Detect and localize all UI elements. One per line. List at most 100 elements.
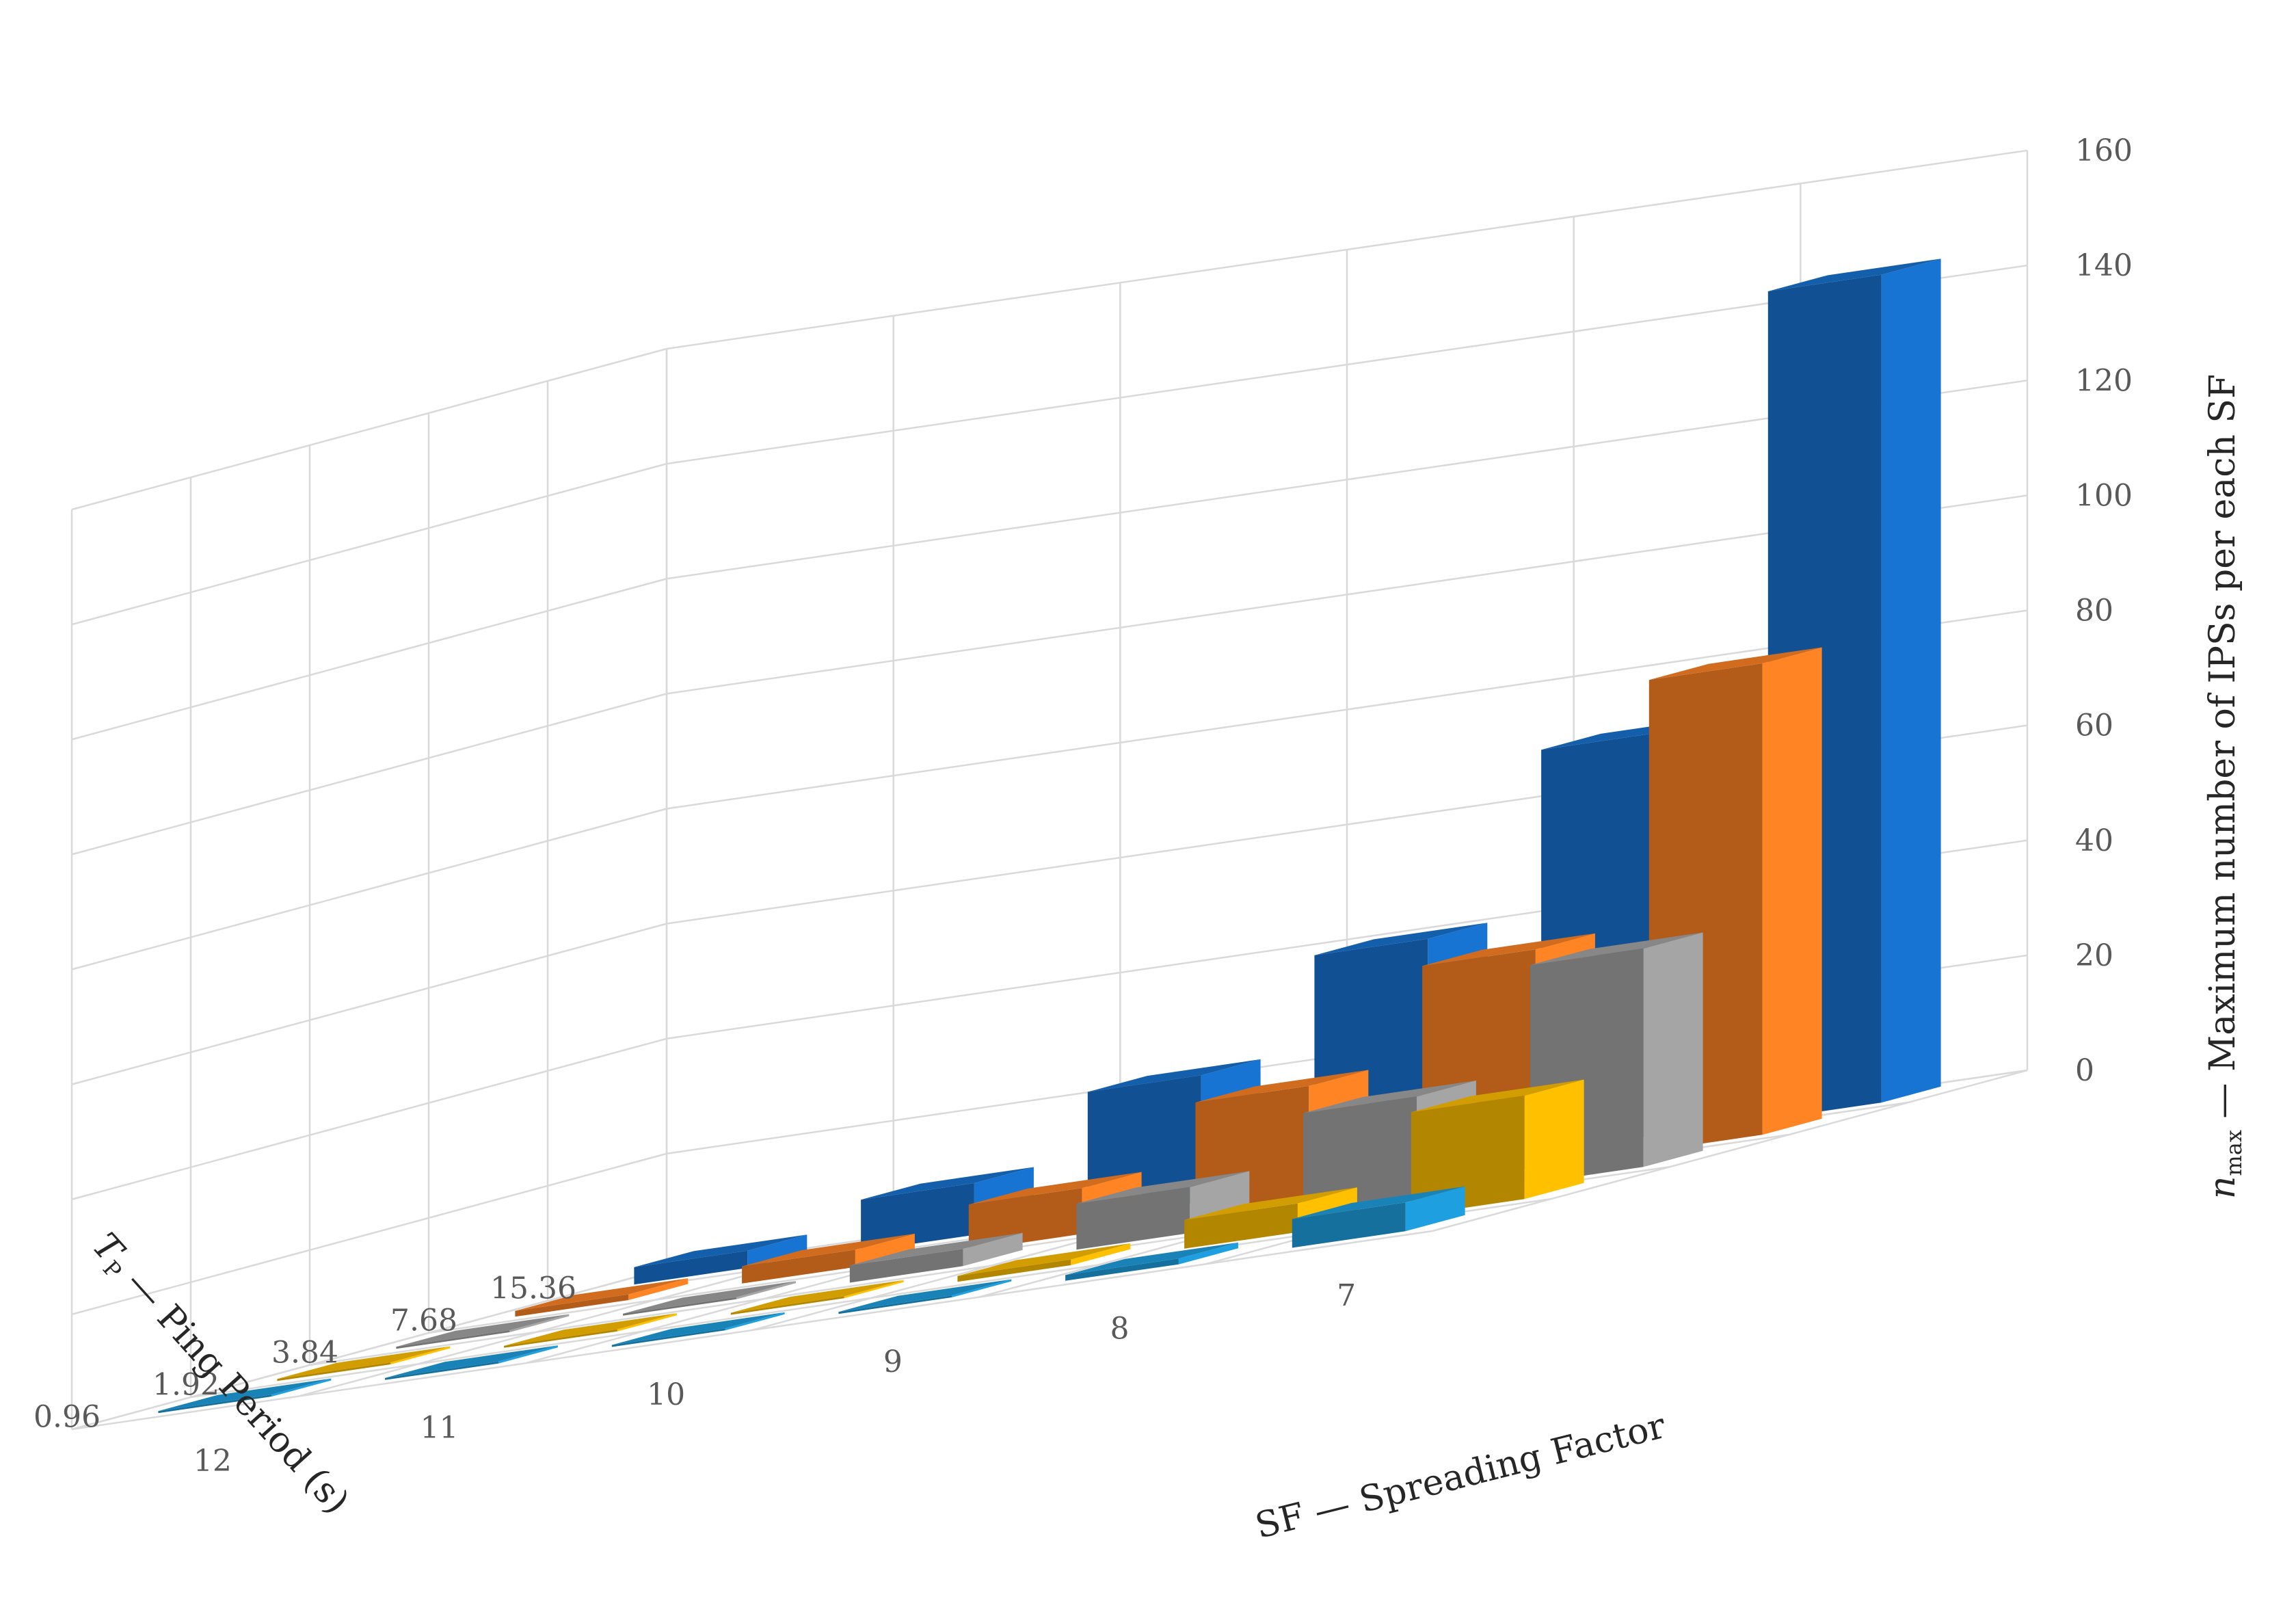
bar-front-face (968, 1188, 1082, 1251)
bar-front-face (158, 1394, 272, 1414)
bar-side-face (747, 1234, 807, 1268)
bar-top-face (396, 1314, 570, 1347)
bar-sf10-tp3.84 (849, 1232, 1023, 1283)
bar-top-face (623, 1281, 796, 1314)
bar-top-face (1422, 933, 1595, 966)
floor-gridline-sf (71, 1267, 667, 1431)
depth-axis-label-rest: — Ping Period (s) (110, 1254, 357, 1522)
bar-top-face (611, 1312, 785, 1345)
bar-sf11-tp7.68 (742, 1233, 915, 1284)
bar-side-face (736, 1281, 796, 1299)
bar-front-face (730, 1296, 844, 1315)
bar-top-face (849, 1232, 1023, 1266)
bar-side-face (271, 1378, 332, 1397)
bar-sf9-tp1.92 (957, 1243, 1131, 1282)
bar-sf12-tp1.92 (277, 1346, 451, 1381)
side-wall-gridline (71, 923, 667, 1085)
bar-sf9-tp0.96 (838, 1279, 1012, 1314)
side-wall-gridline (71, 347, 667, 511)
depth-tick-label: 1.92 (152, 1368, 219, 1403)
bar-front-face (623, 1297, 736, 1316)
bar-front-face (838, 1295, 952, 1314)
bar-side-face (1071, 1243, 1131, 1265)
bar-side-face (509, 1314, 570, 1332)
bar-side-face (963, 1232, 1023, 1267)
bar-top-face (1292, 1186, 1465, 1219)
bar-side-face (1524, 1079, 1584, 1200)
x-tick-label: 7 (1337, 1278, 1356, 1313)
bar-front-face (861, 1183, 974, 1252)
bar-top-face (968, 1172, 1142, 1205)
bar-top-face (742, 1233, 915, 1267)
bar-side-face (1178, 1242, 1238, 1265)
z-tick-label: 0 (2075, 1053, 2094, 1088)
bar-side-face (1762, 647, 1822, 1135)
bar-top-face (730, 1280, 904, 1313)
bar-top-face (1065, 1242, 1238, 1275)
bar-front-face (849, 1249, 963, 1283)
depth-tick-label: 15.36 (490, 1271, 576, 1306)
bar-top-face (957, 1243, 1131, 1276)
z-axis-subscript: max (2221, 1130, 2247, 1176)
bar-sf7-tp0.96 (1292, 1186, 1465, 1248)
bar-sf11-tp15.36 (861, 1167, 1034, 1252)
x-tick-label: 9 (883, 1345, 903, 1379)
z-tick-label: 120 (2075, 363, 2133, 398)
bar-side-face (1881, 259, 1941, 1103)
side-wall-gridline (71, 1152, 667, 1316)
bar-top-face (1314, 923, 1488, 955)
bar-side-face (1405, 1186, 1465, 1232)
bar-front-face (515, 1294, 629, 1317)
bar-top-face (277, 1346, 451, 1379)
bar-front-face (385, 1361, 498, 1380)
bar-sf8-tp0.96 (1065, 1242, 1238, 1281)
bar-top-face (1767, 259, 1941, 291)
bar-side-face (844, 1280, 904, 1299)
side-wall-gridline (71, 693, 667, 856)
bar-side-face (617, 1313, 677, 1332)
bar-side-face (855, 1233, 915, 1267)
bar-front-face (1184, 1203, 1298, 1249)
bar-sf11-tp0.96 (385, 1345, 558, 1380)
bar-top-face (1303, 1080, 1476, 1113)
bar-top-face (385, 1345, 558, 1378)
z-tick-label: 40 (2075, 823, 2113, 858)
depth-tick-label: 7.68 (390, 1304, 457, 1338)
tick-labels: 0 20 40 60 80 100 120 140 160 12 11 10 9 8 7 15.36 7.68 3… (34, 133, 2133, 1479)
floor-gridline-tp (71, 1230, 1433, 1431)
side-wall-gridline (71, 808, 667, 970)
bar-sf12-tp3.84 (396, 1314, 570, 1349)
z-tick-label: 60 (2075, 709, 2113, 743)
side-wall-gridline (71, 1037, 667, 1200)
bar-top-face (838, 1279, 1012, 1312)
depth-tick-label: 3.84 (271, 1336, 338, 1371)
bar-top-face (634, 1234, 807, 1267)
side-wall-gridline (71, 462, 667, 626)
bar-top-face (515, 1278, 689, 1311)
bar-sf10-tp0.96 (611, 1312, 785, 1347)
z-axis-title: nmax — Maximum number of IPSs per each S… (2202, 374, 2247, 1199)
bar-sf12-tp15.36 (634, 1234, 807, 1285)
x-tick-label: 12 (193, 1444, 232, 1479)
bar-top-face (861, 1167, 1034, 1200)
bar-top-face (1530, 932, 1703, 966)
x-tick-label: 10 (647, 1377, 685, 1412)
bar-front-face (1292, 1202, 1406, 1248)
bar-front-face (634, 1250, 748, 1285)
bar-top-face (1195, 1070, 1369, 1102)
bar-front-face (1076, 1187, 1190, 1250)
bar-side-face (390, 1346, 451, 1364)
x-axis-title: SF — Spreading Factor (1251, 1405, 1670, 1547)
z-tick-label: 20 (2075, 938, 2113, 973)
bar-top-face (158, 1378, 332, 1412)
bar-front-face (504, 1329, 617, 1348)
bar-sf11-tp3.84 (623, 1281, 796, 1316)
bar-side-face (628, 1278, 689, 1300)
bar-front-face (957, 1259, 1071, 1282)
x-tick-label: 8 (1110, 1312, 1130, 1347)
z-tick-label: 160 (2075, 133, 2133, 168)
bar-top-face (1087, 1059, 1261, 1092)
bar-top-face (1648, 647, 1822, 680)
bar-sf11-tp1.92 (504, 1313, 677, 1348)
bar-top-face (1076, 1171, 1250, 1204)
